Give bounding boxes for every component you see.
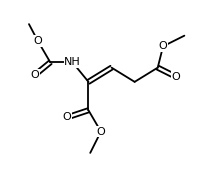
Text: NH: NH xyxy=(64,57,81,67)
Text: O: O xyxy=(159,41,167,51)
Text: O: O xyxy=(33,36,42,46)
Text: O: O xyxy=(63,112,71,122)
Text: O: O xyxy=(171,72,180,82)
Text: O: O xyxy=(31,70,40,80)
Text: O: O xyxy=(97,127,105,137)
